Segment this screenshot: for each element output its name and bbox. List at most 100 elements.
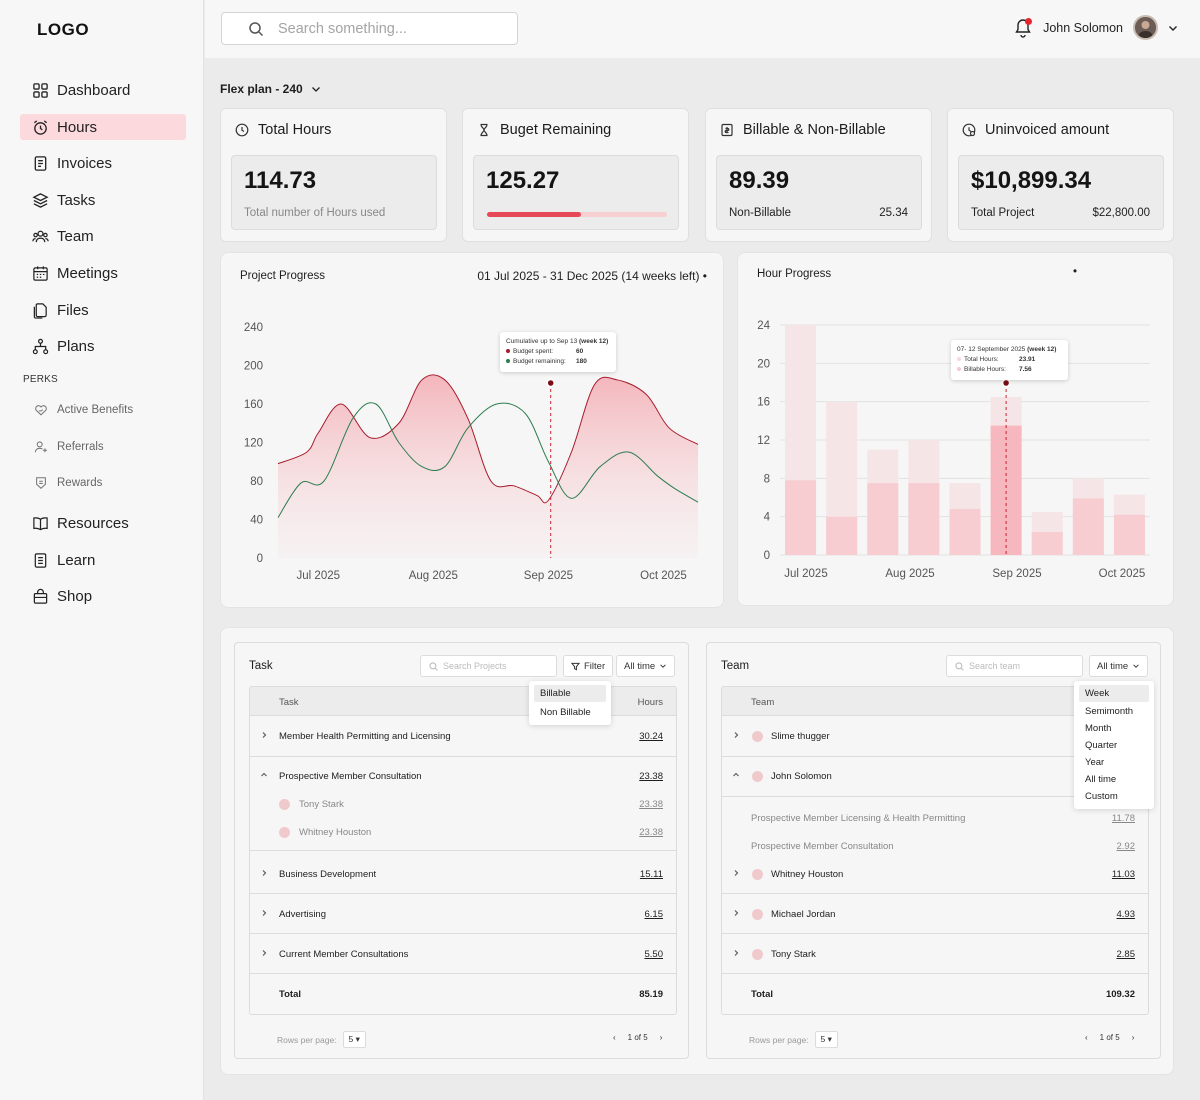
period-option-year[interactable]: Year bbox=[1085, 757, 1105, 768]
nav-item-tasks[interactable]: Tasks bbox=[20, 187, 186, 213]
budget-spent-line bbox=[277, 374, 699, 504]
bar-billable-hours bbox=[1031, 532, 1063, 555]
date-range-selector[interactable]: 01 Jul 2025 - 31 Dec 2025 (14 weeks left… bbox=[477, 269, 707, 283]
hour-progress-panel: Hour Progress • 24 20 16 12 8 4 0 Jul 2025 Aug 2… bbox=[737, 252, 1174, 606]
task-period-select[interactable]: All time bbox=[616, 655, 676, 677]
nav-item-plans[interactable]: Plans bbox=[20, 333, 186, 359]
row-name: Michael Jordan bbox=[771, 909, 836, 920]
learn-icon bbox=[34, 552, 47, 568]
period-option-quarter[interactable]: Quarter bbox=[1085, 740, 1118, 751]
sub-row-hours[interactable]: 2.92 bbox=[1116, 841, 1136, 852]
user-menu[interactable]: John Solomon bbox=[1013, 15, 1178, 40]
chevron-right-icon[interactable] bbox=[732, 869, 740, 877]
row-name: Advertising bbox=[279, 909, 326, 920]
next-page-button[interactable]: › bbox=[659, 1033, 663, 1042]
project-progress-panel: Project Progress 01 Jul 2025 - 31 Dec 20… bbox=[220, 252, 724, 608]
plan-selector[interactable]: Flex plan - 240 bbox=[220, 82, 321, 96]
search-projects-input[interactable]: Search Projects bbox=[420, 655, 557, 677]
search-input[interactable]: Search something... bbox=[221, 12, 518, 45]
row-hours[interactable]: 5.50 bbox=[644, 949, 664, 960]
chevron-right-icon[interactable] bbox=[260, 909, 268, 917]
row-hours[interactable]: 23.38 bbox=[639, 771, 663, 782]
nav-item-team[interactable]: Team bbox=[20, 223, 186, 249]
x-tick-label: Jul 2025 bbox=[297, 570, 340, 582]
nav-item-invoices[interactable]: Invoices bbox=[20, 150, 186, 176]
nav-item-shop[interactable]: Shop bbox=[20, 583, 186, 609]
filter-option-billable[interactable]: Billable bbox=[534, 685, 606, 702]
notification-button[interactable] bbox=[1013, 17, 1033, 39]
remaining-dot bbox=[506, 359, 510, 364]
perk-item-referrals[interactable]: Referrals bbox=[20, 436, 186, 458]
chevron-up-icon[interactable] bbox=[260, 771, 268, 779]
row-hours[interactable]: 2.85 bbox=[1116, 949, 1136, 960]
avatar[interactable] bbox=[1133, 15, 1158, 40]
y-tick-label: 20 bbox=[757, 358, 770, 370]
nav-item-dashboard[interactable]: Dashboard bbox=[20, 77, 186, 103]
row-hours[interactable]: 15.11 bbox=[639, 869, 663, 880]
divider bbox=[722, 973, 1148, 974]
chevron-down-icon[interactable] bbox=[1168, 23, 1178, 33]
chevron-right-icon[interactable] bbox=[260, 731, 268, 739]
nav-item-resources[interactable]: Resources bbox=[20, 510, 186, 536]
chevron-right-icon[interactable] bbox=[260, 869, 268, 877]
perk-item-rewards[interactable]: Rewards bbox=[20, 472, 186, 494]
bar-billable-hours bbox=[826, 516, 858, 555]
row-hours[interactable]: 6.15 bbox=[644, 909, 664, 920]
rows-per-page-select[interactable]: 5 ▾ bbox=[814, 1031, 838, 1048]
nav-item-files[interactable]: Files bbox=[20, 297, 186, 323]
row-hours[interactable]: 11.03 bbox=[1111, 869, 1135, 880]
period-option-month[interactable]: Month bbox=[1085, 723, 1112, 734]
search-team-input[interactable]: Search team bbox=[946, 655, 1083, 677]
row-hours[interactable]: 4.93 bbox=[1116, 909, 1136, 920]
rows-per-page-select[interactable]: 5 ▾ bbox=[342, 1031, 366, 1048]
dashboard-icon bbox=[33, 82, 48, 98]
period-option-custom[interactable]: Custom bbox=[1085, 791, 1118, 802]
bar-billable-hours bbox=[949, 509, 981, 555]
sidebar: LOGO Dashboard Hours Invoices Tasks Team… bbox=[0, 0, 204, 1100]
hour-progress-menu[interactable]: • bbox=[1073, 266, 1078, 278]
coin-clock-icon bbox=[962, 123, 976, 137]
card-title: Uninvoiced amount bbox=[962, 122, 1109, 138]
divider bbox=[722, 893, 1148, 894]
total-project-label: Total Project bbox=[971, 207, 1035, 219]
divider bbox=[722, 796, 1148, 797]
prev-page-button[interactable]: ‹ bbox=[1085, 1033, 1088, 1042]
period-option-week[interactable]: Week bbox=[1079, 685, 1149, 702]
total-dot bbox=[957, 357, 961, 362]
column-header-hours: Hours bbox=[637, 697, 663, 708]
shop-icon bbox=[33, 588, 48, 604]
perk-item-active-benefits[interactable]: Active Benefits bbox=[20, 399, 186, 421]
next-page-button[interactable]: › bbox=[1131, 1033, 1135, 1042]
filter-button[interactable]: Filter bbox=[563, 655, 614, 677]
chevron-right-icon[interactable] bbox=[260, 949, 268, 957]
sub-row-hours[interactable]: 23.38 bbox=[639, 827, 663, 838]
period-label: All time bbox=[1097, 660, 1129, 672]
period-option-all-time[interactable]: All time bbox=[1085, 774, 1117, 785]
non-billable-value: 25.34 bbox=[879, 207, 908, 219]
budget-remaining-card: Buget Remaining 125.27 bbox=[462, 108, 689, 242]
page-indicator: 1 of 5 bbox=[1099, 1033, 1120, 1042]
chevron-right-icon[interactable] bbox=[732, 731, 740, 739]
team-period-select[interactable]: All time bbox=[1089, 655, 1149, 677]
period-dropdown: Week Semimonth Month Quarter Year All ti… bbox=[1074, 681, 1154, 809]
sub-row-hours[interactable]: 23.38 bbox=[639, 799, 663, 810]
rows-per-page-label: Rows per page: bbox=[749, 1034, 809, 1045]
nav-item-meetings[interactable]: Meetings bbox=[20, 260, 186, 286]
card-title: Total Hours bbox=[235, 122, 331, 138]
chevron-right-icon[interactable] bbox=[732, 909, 740, 917]
divider bbox=[722, 933, 1148, 934]
nav-item-hours[interactable]: Hours bbox=[20, 114, 186, 140]
filter-option-non-billable[interactable]: Non Billable bbox=[540, 707, 591, 718]
chevron-down-icon bbox=[660, 664, 666, 668]
row-hours[interactable]: 30.24 bbox=[639, 731, 663, 742]
chevron-up-icon[interactable] bbox=[732, 771, 740, 779]
prev-page-button[interactable]: ‹ bbox=[613, 1033, 616, 1042]
chevron-right-icon[interactable] bbox=[732, 949, 740, 957]
sub-row-hours[interactable]: 11.78 bbox=[1111, 813, 1135, 824]
sub-row-name: Tony Stark bbox=[299, 799, 344, 810]
nav-label: Learn bbox=[57, 551, 96, 569]
task-table-card: Task Search Projects Filter All time Tas… bbox=[234, 642, 689, 1059]
period-option-semimonth[interactable]: Semimonth bbox=[1085, 706, 1134, 717]
y-tick-label: 80 bbox=[250, 476, 263, 488]
nav-item-learn[interactable]: Learn bbox=[20, 547, 186, 573]
